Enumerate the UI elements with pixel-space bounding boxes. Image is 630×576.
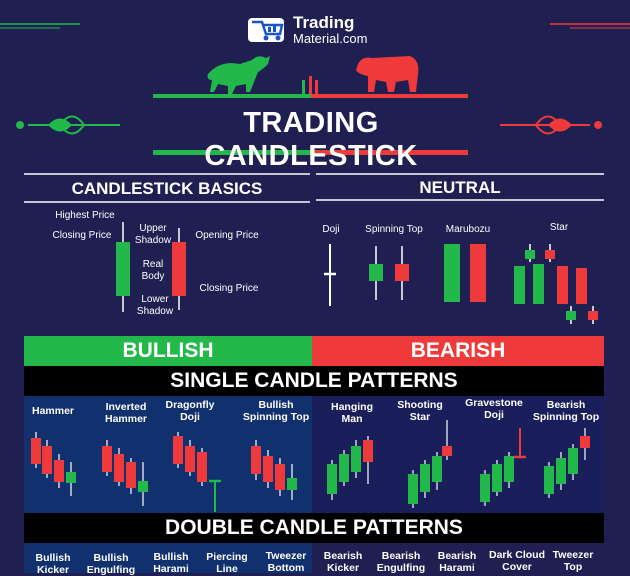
label-hanging-man: Hanging Man	[331, 401, 373, 425]
dragonfly-doji-candles	[173, 432, 221, 512]
label-bullish-kicker: Bullish Kicker	[35, 552, 71, 576]
ground-bear	[311, 94, 468, 98]
label-shooting-star: Shooting Star	[397, 399, 443, 423]
corner-ornament-right	[550, 23, 630, 29]
label-bearish-spinning-top: Bearish Spinning Top	[532, 399, 600, 423]
hammer-candles	[31, 432, 76, 496]
bearish-label: BEARISH	[410, 339, 506, 362]
label-bearish-harami: Bearish Harami	[437, 550, 477, 574]
bull-icon	[207, 56, 270, 94]
spinning-top-candles	[369, 246, 409, 300]
label-bearish-kicker: Bearish Kicker	[323, 550, 363, 574]
label-bullish-harami: Bullish Harami	[153, 551, 189, 575]
bearish-band: BEARISH	[312, 336, 604, 366]
basics-bull-candle	[116, 222, 130, 312]
bullish-band: BULLISH	[24, 336, 312, 366]
doji-candle	[324, 244, 336, 306]
label-bullish-spinning-top: Bullish Spinning Top	[242, 399, 310, 423]
hanging-man-candles	[327, 436, 373, 500]
shooting-star-candles	[408, 420, 452, 508]
label-hammer: Hammer	[31, 405, 75, 417]
basics-heading: CANDLESTICK BASICS	[71, 179, 263, 198]
double-patterns-heading: DOUBLE CANDLE PATTERNS	[165, 516, 463, 539]
corner-ornament-left	[0, 23, 80, 29]
logo-brand: Trading	[293, 13, 355, 32]
bullish-spinning-top-candles	[251, 440, 297, 500]
label-highest-price: Highest Price	[55, 210, 115, 221]
title-underline-red	[311, 150, 468, 155]
logo-domain: Material.com	[293, 31, 368, 46]
star-candles	[514, 244, 598, 324]
basics-bear-candle	[172, 228, 186, 310]
single-patterns-heading: SINGLE CANDLE PATTERNS	[170, 369, 458, 392]
label-closing-price-right: Closing Price	[199, 283, 259, 294]
title-ornament-right	[500, 115, 602, 135]
label-opening-price: Opening Price	[195, 230, 259, 241]
title-ornament-left	[16, 115, 120, 135]
double-patterns-bar: DOUBLE CANDLE PATTERNS	[24, 513, 604, 543]
label-real-body: Real Body	[141, 259, 165, 282]
bear-icon	[356, 56, 419, 92]
bullish-label: BULLISH	[122, 339, 214, 362]
title-underline-green	[153, 150, 311, 155]
bearish-spinning-top-candles	[544, 428, 590, 498]
label-bullish-engulfing: Bullish Engulfing	[86, 552, 136, 576]
marubozu-candles	[444, 244, 486, 302]
label-dark-cloud-cover: Dark Cloud Cover	[488, 549, 545, 573]
label-marubozu: Marubozu	[445, 224, 491, 235]
gravestone-doji-candles	[480, 428, 526, 506]
label-doji: Doji	[322, 224, 340, 235]
bullish-single-panel	[24, 396, 312, 514]
bullish-double-panel	[24, 543, 312, 573]
ground-bull	[153, 94, 311, 98]
label-tweezer-bottom: Tweezer Bottom	[265, 550, 307, 574]
label-inverted-hammer: Inverted Hammer	[104, 401, 148, 425]
cart-icon	[248, 18, 284, 42]
label-gravestone-doji: Gravestone Doji	[465, 397, 523, 421]
label-tweezer-top: Tweezer Top	[552, 549, 594, 573]
label-lower-shadow: Lower Shadow	[136, 294, 174, 317]
label-star: Star	[549, 222, 569, 233]
neutral-heading: NEUTRAL	[419, 178, 501, 197]
inverted-hammer-candles	[102, 440, 148, 506]
label-piercing-line: Piercing Line	[206, 551, 248, 575]
label-dragonfly-doji: Dragonfly Doji	[165, 399, 215, 423]
page-title: TRADING CANDLESTICK	[204, 107, 418, 172]
label-upper-shadow: Upper Shadow	[134, 223, 172, 246]
single-patterns-bar: SINGLE CANDLE PATTERNS	[24, 366, 604, 396]
label-spinning-top: Spinning Top	[365, 224, 423, 235]
label-bearish-engulfing: Bearish Engulfing	[376, 550, 426, 574]
label-closing-price-left: Closing Price	[52, 230, 112, 241]
